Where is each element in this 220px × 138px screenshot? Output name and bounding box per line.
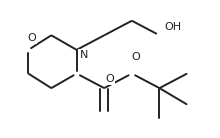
Text: O: O	[132, 52, 141, 62]
Text: N: N	[80, 50, 88, 60]
Text: O: O	[106, 74, 114, 84]
Text: OH: OH	[165, 22, 182, 32]
Text: O: O	[27, 33, 36, 43]
